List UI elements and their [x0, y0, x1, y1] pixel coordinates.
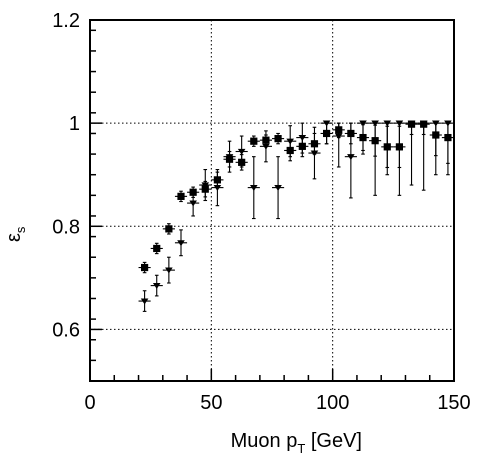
data-point-triangle [274, 185, 282, 192]
data-point-triangle [432, 120, 440, 127]
data-points [138, 120, 454, 312]
data-point-square [165, 225, 173, 233]
data-point-triangle [165, 267, 173, 274]
series-1 [138, 120, 454, 274]
data-point-triangle [383, 120, 392, 127]
x-tick-label: 100 [316, 392, 349, 414]
data-point-triangle [225, 154, 234, 161]
y-tick-label: 0.6 [52, 319, 80, 341]
x-axis-title-sub: T [297, 441, 305, 456]
y-tick-label: 1 [69, 113, 80, 135]
grid-lines [90, 20, 454, 381]
data-point-triangle [407, 120, 416, 127]
data-point-triangle [310, 150, 319, 157]
data-point-square [177, 192, 185, 200]
plot-frame [89, 19, 455, 382]
y-axis-title-main: ε [3, 233, 25, 242]
data-point-triangle [213, 185, 222, 192]
x-tick-label: 0 [84, 392, 95, 414]
minor-ticks [90, 29, 431, 382]
y-tick-label: 0.8 [52, 216, 80, 238]
data-point-triangle [334, 133, 343, 140]
major-ticks [89, 19, 455, 381]
data-point-square [274, 135, 282, 143]
data-point-triangle [262, 143, 270, 150]
data-point-triangle [140, 298, 149, 305]
series-2 [138, 120, 454, 312]
data-point-triangle [286, 138, 294, 145]
y-axis-title-sub: s [13, 226, 28, 233]
x-axis-title-unit: [GeV] [305, 430, 362, 452]
data-point-triangle [419, 120, 428, 127]
x-axis-title-main: Muon p [231, 430, 298, 452]
data-point-triangle [201, 182, 210, 189]
data-point-triangle [359, 120, 367, 127]
x-tick-label: 50 [200, 392, 222, 414]
data-point-triangle [395, 120, 404, 127]
data-point-triangle [177, 240, 185, 247]
data-point-triangle [347, 154, 355, 161]
data-point-triangle [237, 148, 246, 155]
data-point-square [153, 244, 161, 253]
data-point-triangle [152, 282, 161, 289]
data-point-triangle [444, 120, 452, 127]
x-axis-title: Muon pT [GeV] [231, 430, 362, 456]
y-tick-label: 1.2 [52, 10, 80, 32]
data-point-square [141, 263, 149, 272]
y-axis-title: εs [3, 226, 28, 242]
data-point-triangle [322, 120, 331, 127]
data-point-triangle [298, 134, 307, 141]
data-point-square [250, 137, 258, 145]
x-tick-label: 150 [437, 392, 470, 414]
tick-labels: 0 50 100 150 0.6 0.8 1 1.2 [52, 10, 471, 414]
data-point-triangle [371, 120, 379, 127]
data-point-triangle [189, 200, 197, 207]
data-point-triangle [250, 185, 258, 192]
